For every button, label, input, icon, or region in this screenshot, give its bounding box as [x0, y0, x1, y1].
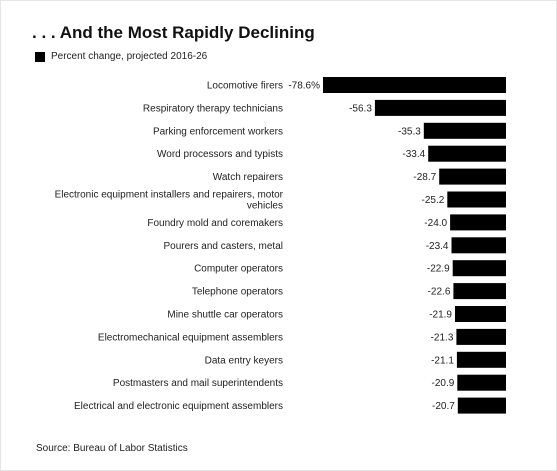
- value-label: -33.4: [402, 149, 425, 160]
- bar: [451, 237, 506, 254]
- category-label: Pourers and casters, metal: [164, 241, 284, 252]
- value-label: -20.7: [432, 401, 455, 412]
- category-label: Electronic equipment installers and repa…: [55, 190, 284, 212]
- category-label: Telephone operators: [192, 287, 283, 298]
- category-label: Postmasters and mail superintendents: [113, 378, 283, 389]
- category-label-line: Parking enforcement workers: [153, 126, 283, 137]
- category-label-line: Locomotive firers: [207, 81, 283, 92]
- category-label: Foundry mold and coremakers: [147, 218, 283, 229]
- category-label: Word processors and typists: [157, 149, 283, 160]
- value-label: -20.9: [432, 378, 455, 389]
- category-label: Parking enforcement workers: [153, 126, 283, 137]
- category-label-line: Electrical and electronic equipment asse…: [74, 401, 283, 412]
- bar: [452, 260, 506, 277]
- category-label: Electromechanical equipment assemblers: [98, 332, 283, 343]
- category-label: Locomotive firers: [207, 81, 283, 92]
- category-label-line: vehicles: [247, 201, 283, 212]
- value-label: -35.3: [398, 126, 421, 137]
- source-note: Source: Bureau of Labor Statistics: [36, 443, 188, 454]
- category-label-line: Word processors and typists: [157, 149, 283, 160]
- category-label-line: Electronic equipment installers and repa…: [55, 190, 284, 201]
- category-label: Mine shuttle car operators: [167, 310, 283, 321]
- bar: [456, 351, 506, 368]
- bar: [428, 145, 506, 162]
- category-label: Electrical and electronic equipment asse…: [74, 401, 283, 412]
- value-label: -21.1: [431, 355, 454, 366]
- bar: [439, 168, 506, 185]
- category-label-line: Mine shuttle car operators: [167, 310, 283, 321]
- category-label: Data entry keyers: [205, 355, 283, 366]
- value-label: -21.3: [431, 332, 454, 343]
- bar: [374, 99, 506, 116]
- category-label-line: Computer operators: [194, 264, 283, 275]
- value-label: -28.7: [413, 172, 436, 183]
- value-label: -22.6: [428, 287, 451, 298]
- bar: [456, 328, 506, 345]
- category-label-line: Data entry keyers: [205, 355, 283, 366]
- legend: Percent change, projected 2016-26: [35, 51, 207, 62]
- category-label-line: Respiratory therapy technicians: [143, 103, 283, 114]
- bar: [453, 283, 506, 300]
- bar: [447, 191, 506, 208]
- category-label: Watch repairers: [213, 172, 283, 183]
- value-label: -23.4: [426, 241, 449, 252]
- bar: [457, 374, 506, 391]
- value-label: -24.0: [424, 218, 447, 229]
- category-label-line: Electromechanical equipment assemblers: [98, 332, 283, 343]
- legend-swatch: [35, 51, 45, 62]
- value-label: -56.3: [349, 103, 372, 114]
- value-label: -21.9: [429, 310, 452, 321]
- bar: [450, 214, 506, 231]
- category-label-line: Postmasters and mail superintendents: [113, 378, 283, 389]
- bar: [455, 306, 506, 322]
- category-label-line: Foundry mold and coremakers: [147, 218, 283, 229]
- legend-label: Percent change, projected 2016-26: [51, 51, 208, 62]
- value-label: -22.9: [427, 264, 450, 275]
- value-label: -25.2: [422, 195, 445, 206]
- category-label: Computer operators: [194, 264, 283, 275]
- bar: [323, 77, 506, 93]
- category-label-line: Watch repairers: [213, 172, 283, 183]
- value-label: -78.6%: [288, 81, 320, 92]
- category-label: Respiratory therapy technicians: [143, 103, 283, 114]
- category-label-line: Telephone operators: [192, 287, 283, 298]
- category-label-line: Pourers and casters, metal: [164, 241, 284, 252]
- chart-title: . . . And the Most Rapidly Declining: [32, 23, 315, 42]
- bar: [423, 122, 506, 139]
- bar: [457, 397, 506, 414]
